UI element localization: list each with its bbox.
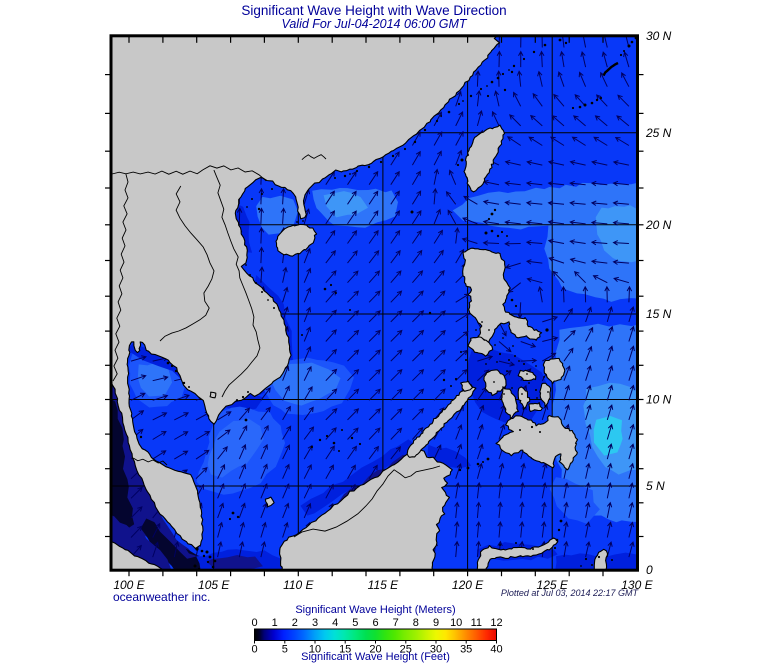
svg-text:5: 5 [352, 617, 358, 629]
svg-text:10 N: 10 N [646, 393, 672, 407]
svg-text:2: 2 [292, 617, 298, 629]
svg-text:15: 15 [339, 644, 351, 656]
svg-text:9: 9 [433, 617, 439, 629]
svg-text:8: 8 [413, 617, 419, 629]
svg-text:40: 40 [490, 644, 502, 656]
svg-text:1: 1 [272, 617, 278, 629]
svg-text:125 E: 125 E [537, 578, 569, 592]
svg-text:0: 0 [251, 617, 257, 629]
svg-text:Significant Wave Height (Feet): Significant Wave Height (Feet) [301, 651, 450, 663]
svg-text:7: 7 [393, 617, 399, 629]
svg-text:25: 25 [400, 644, 412, 656]
svg-text:10: 10 [309, 644, 321, 656]
svg-text:10: 10 [450, 617, 462, 629]
svg-text:130 E: 130 E [621, 578, 653, 592]
svg-text:120 E: 120 E [452, 578, 484, 592]
svg-text:12: 12 [490, 617, 502, 629]
svg-text:3: 3 [312, 617, 318, 629]
svg-text:100 E: 100 E [113, 578, 145, 592]
svg-text:6: 6 [372, 617, 378, 629]
svg-text:0: 0 [251, 644, 257, 656]
svg-text:Valid For Jul-04-2014 06:00 GM: Valid For Jul-04-2014 06:00 GMT [281, 17, 467, 31]
svg-text:105 E: 105 E [198, 578, 230, 592]
svg-text:Plotted at Jul 03, 2014 22:17: Plotted at Jul 03, 2014 22:17 GMT [501, 588, 640, 598]
svg-text:110 E: 110 E [283, 578, 314, 592]
svg-text:20 N: 20 N [645, 218, 672, 232]
svg-text:oceanweather inc.: oceanweather inc. [113, 590, 210, 604]
svg-text:11: 11 [471, 617, 482, 629]
svg-text:30 N: 30 N [646, 29, 672, 43]
svg-text:5: 5 [282, 644, 288, 656]
svg-text:30: 30 [430, 644, 442, 656]
svg-text:0: 0 [646, 563, 653, 577]
svg-text:15 N: 15 N [646, 307, 672, 321]
svg-text:5 N: 5 N [646, 479, 665, 493]
svg-text:115 E: 115 E [368, 578, 399, 592]
svg-text:4: 4 [332, 617, 338, 629]
svg-text:20: 20 [369, 644, 381, 656]
svg-text:25 N: 25 N [645, 126, 672, 140]
svg-text:Significant Wave Height with W: Significant Wave Height with Wave Direct… [241, 3, 506, 18]
svg-text:Significant Wave Height (Meter: Significant Wave Height (Meters) [295, 604, 455, 616]
svg-text:35: 35 [460, 644, 472, 656]
